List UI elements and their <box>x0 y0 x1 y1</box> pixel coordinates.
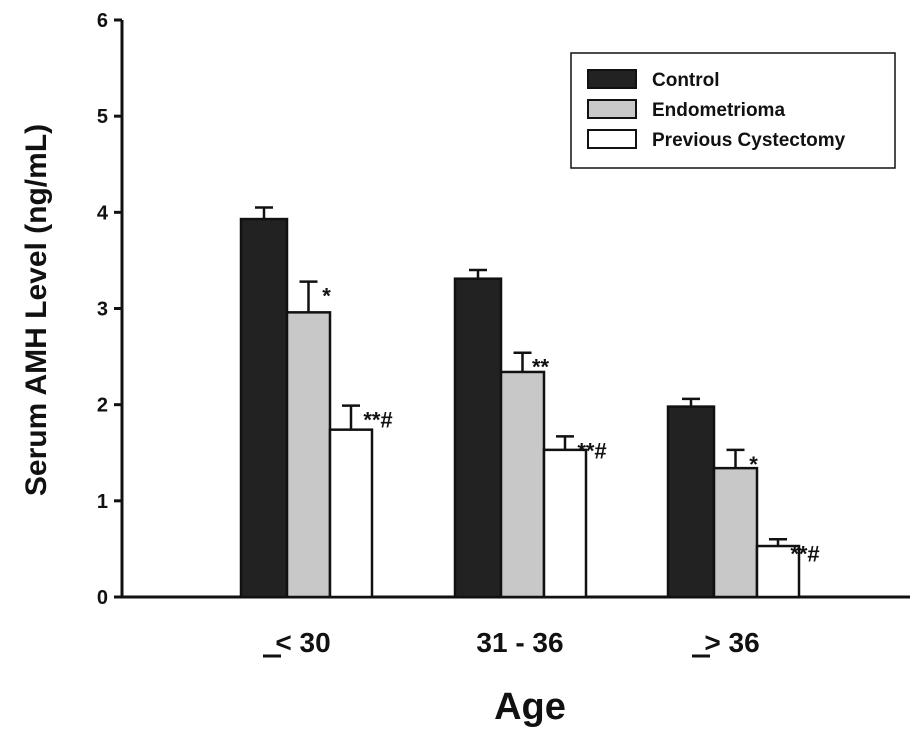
legend: Control Endometrioma Previous Cystectomy <box>570 52 896 169</box>
significance-label: * <box>322 284 331 309</box>
bar-previous-cystectomy <box>755 544 801 599</box>
bar-control <box>666 405 716 599</box>
x-tick-label: > 36 <box>704 627 759 658</box>
x-tick-label: < 30 <box>275 627 330 658</box>
y-axis-title: Serum AMH Level (ng/mL) <box>20 124 53 496</box>
significance-label: **# <box>363 408 392 433</box>
significance-label: **# <box>790 541 819 566</box>
bar-control <box>239 217 289 599</box>
bars <box>239 206 801 599</box>
legend-label: Endometrioma <box>652 100 785 121</box>
significance-label: * <box>749 452 758 477</box>
legend-swatch <box>587 99 637 119</box>
y-tick-label: 2 <box>97 395 108 417</box>
legend-label: Control <box>652 70 720 91</box>
y-tick-label: 0 <box>97 587 108 609</box>
bar-previous-cystectomy <box>542 448 588 599</box>
legend-label: Previous Cystectomy <box>652 130 846 151</box>
y-tick-label: 4 <box>97 202 109 224</box>
bar-endometrioma <box>712 466 759 599</box>
y-tick-label: 1 <box>97 491 108 513</box>
labels: Serum AMH Level (ng/mL) Age * **# < 30 ** **# 3… <box>20 124 820 728</box>
bar-endometrioma <box>285 311 332 599</box>
y-tick-label: 5 <box>97 106 108 128</box>
significance-label: ** <box>532 355 550 380</box>
y-tick-label: 3 <box>97 299 108 321</box>
x-axis-title: Age <box>494 686 566 728</box>
legend-swatch <box>587 69 637 89</box>
bar-endometrioma <box>499 370 546 599</box>
significance-label: **# <box>577 438 606 463</box>
y-tick-label: 6 <box>97 10 108 32</box>
bar-previous-cystectomy <box>328 428 374 599</box>
legend-swatch <box>587 129 637 149</box>
bar-control <box>453 277 503 599</box>
x-tick-label: 31 - 36 <box>476 627 563 658</box>
